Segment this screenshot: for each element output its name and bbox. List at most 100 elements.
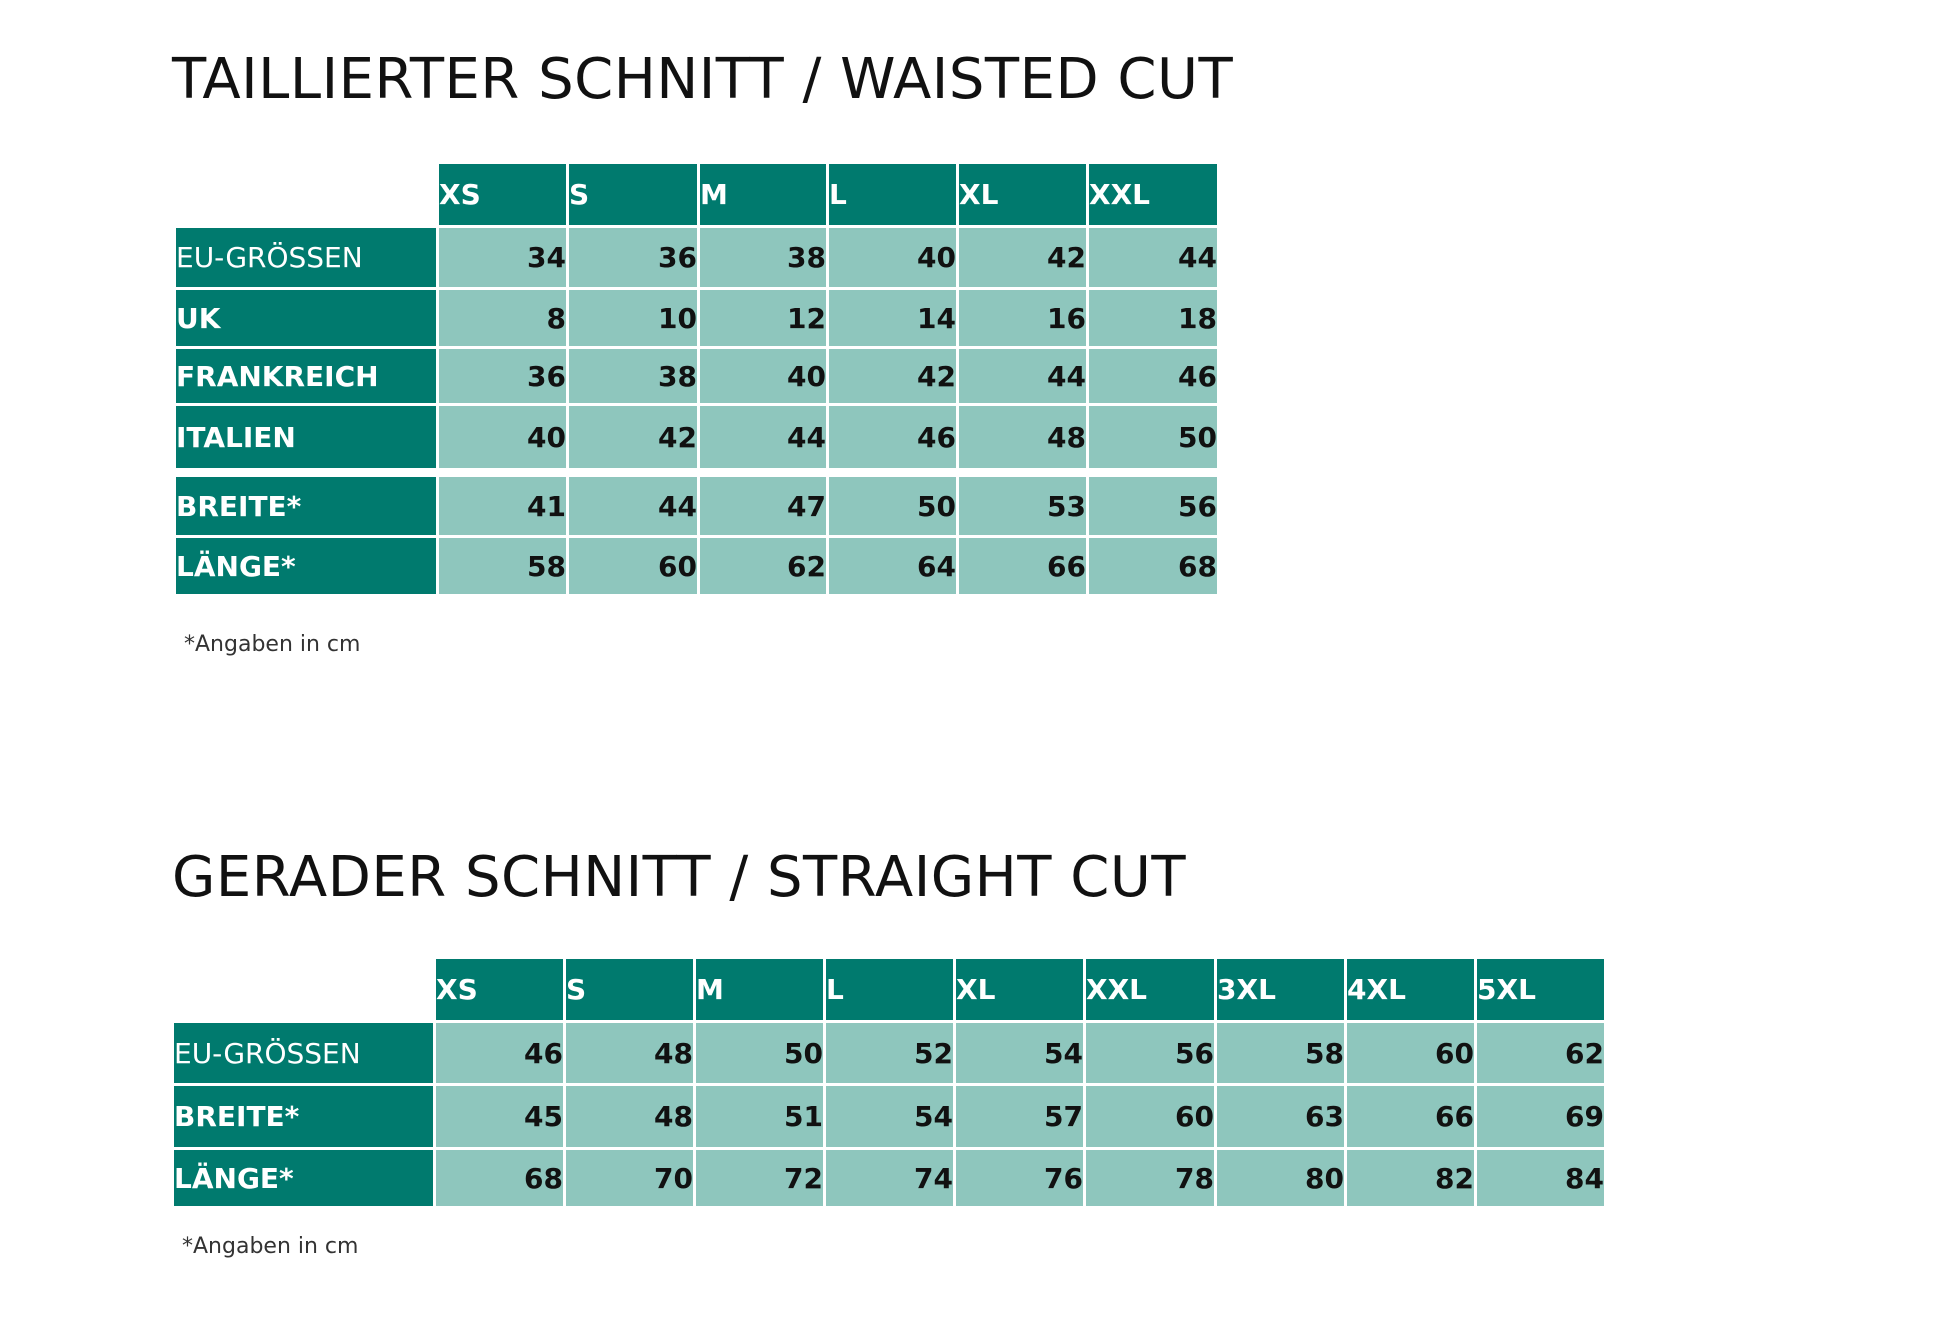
table-row: EU-GRÖSSEN 46 48 50 52 54 56 58 60 62 [174, 1023, 1604, 1083]
table-cell: 60 [1086, 1086, 1214, 1147]
table-cell: 68 [436, 1150, 563, 1206]
table-cell: 36 [439, 349, 566, 403]
table-row: UK 8 10 12 14 16 18 [176, 290, 1217, 346]
size-header-s: S [566, 959, 693, 1020]
table-cell: 50 [1089, 406, 1217, 468]
table-cell: 78 [1086, 1150, 1214, 1206]
table-cell: 46 [436, 1023, 563, 1083]
size-header-xs: XS [436, 959, 563, 1020]
straight-size-table: XS S M L XL XXL 3XL 4XL 5XL EU-GRÖSSEN 4… [171, 956, 1607, 1209]
table-cell: 63 [1217, 1086, 1344, 1147]
table-cell: 44 [959, 349, 1086, 403]
row-label-laenge: LÄNGE* [174, 1150, 433, 1206]
table-cell: 70 [566, 1150, 693, 1206]
size-header-m: M [700, 164, 826, 225]
size-header-xl: XL [956, 959, 1083, 1020]
table-cell: 58 [1217, 1023, 1344, 1083]
table-cell: 14 [829, 290, 956, 346]
table-cell: 44 [569, 477, 697, 535]
row-label-frankreich: FRANKREICH [176, 349, 436, 403]
table-row: LÄNGE* 58 60 62 64 66 68 [176, 538, 1217, 594]
straight-cut-title: GERADER SCHNITT / STRAIGHT CUT [172, 845, 1187, 910]
table-cell: 52 [826, 1023, 953, 1083]
table-cell: 76 [956, 1150, 1083, 1206]
table-cell: 60 [569, 538, 697, 594]
table-cell: 53 [959, 477, 1086, 535]
table-cell: 50 [696, 1023, 823, 1083]
table-cell: 72 [696, 1150, 823, 1206]
size-header-3xl: 3XL [1217, 959, 1344, 1020]
table-cell: 56 [1086, 1023, 1214, 1083]
table-cell: 66 [959, 538, 1086, 594]
table-cell: 18 [1089, 290, 1217, 346]
table-row: ITALIEN 40 42 44 46 48 50 [176, 406, 1217, 468]
size-header-xxl: XXL [1089, 164, 1217, 225]
size-header-s: S [569, 164, 697, 225]
table-cell: 46 [1089, 349, 1217, 403]
row-label-eu-groessen: EU-GRÖSSEN [176, 228, 436, 287]
waisted-header-row: XS S M L XL XXL [176, 164, 1217, 225]
row-label-italien: ITALIEN [176, 406, 436, 468]
table-cell: 38 [569, 349, 697, 403]
table-cell: 56 [1089, 477, 1217, 535]
table-cell: 64 [829, 538, 956, 594]
table-cell: 84 [1477, 1150, 1604, 1206]
table-cell: 42 [829, 349, 956, 403]
table-corner [176, 164, 436, 225]
row-label-uk: UK [176, 290, 436, 346]
table-gap [176, 471, 1217, 474]
table-cell: 44 [700, 406, 826, 468]
table-cell: 80 [1217, 1150, 1344, 1206]
table-cell: 47 [700, 477, 826, 535]
table-row: LÄNGE* 68 70 72 74 76 78 80 82 84 [174, 1150, 1604, 1206]
size-header-m: M [696, 959, 823, 1020]
table-cell: 66 [1347, 1086, 1474, 1147]
size-header-4xl: 4XL [1347, 959, 1474, 1020]
waisted-size-table: XS S M L XL XXL EU-GRÖSSEN 34 36 38 40 4… [173, 161, 1220, 597]
table-cell: 38 [700, 228, 826, 287]
table-cell: 50 [829, 477, 956, 535]
size-header-l: L [826, 959, 953, 1020]
table-cell: 58 [439, 538, 566, 594]
table-row: BREITE* 41 44 47 50 53 56 [176, 477, 1217, 535]
table-cell: 68 [1089, 538, 1217, 594]
waisted-cut-title: TAILLIERTER SCHNITT / WAISTED CUT [172, 47, 1234, 112]
table-cell: 10 [569, 290, 697, 346]
size-header-xs: XS [439, 164, 566, 225]
table-cell: 8 [439, 290, 566, 346]
table-cell: 40 [829, 228, 956, 287]
table-cell: 45 [436, 1086, 563, 1147]
table-cell: 54 [956, 1023, 1083, 1083]
table-cell: 48 [959, 406, 1086, 468]
table-cell: 48 [566, 1086, 693, 1147]
size-header-l: L [829, 164, 956, 225]
table-cell: 69 [1477, 1086, 1604, 1147]
table-cell: 40 [700, 349, 826, 403]
row-label-breite: BREITE* [174, 1086, 433, 1147]
size-header-xl: XL [959, 164, 1086, 225]
table-cell: 34 [439, 228, 566, 287]
size-header-5xl: 5XL [1477, 959, 1604, 1020]
table-row: BREITE* 45 48 51 54 57 60 63 66 69 [174, 1086, 1604, 1147]
row-label-breite: BREITE* [176, 477, 436, 535]
table-cell: 62 [1477, 1023, 1604, 1083]
table-cell: 60 [1347, 1023, 1474, 1083]
table-cell: 16 [959, 290, 1086, 346]
table-corner [174, 959, 433, 1020]
table-cell: 46 [829, 406, 956, 468]
table-cell: 42 [569, 406, 697, 468]
table-cell: 12 [700, 290, 826, 346]
table-row: FRANKREICH 36 38 40 42 44 46 [176, 349, 1217, 403]
waisted-footnote: *Angaben in cm [184, 632, 361, 657]
row-label-eu-groessen: EU-GRÖSSEN [174, 1023, 433, 1083]
size-header-xxl: XXL [1086, 959, 1214, 1020]
table-cell: 62 [700, 538, 826, 594]
table-cell: 74 [826, 1150, 953, 1206]
row-label-laenge: LÄNGE* [176, 538, 436, 594]
table-cell: 82 [1347, 1150, 1474, 1206]
table-cell: 41 [439, 477, 566, 535]
table-cell: 54 [826, 1086, 953, 1147]
table-cell: 36 [569, 228, 697, 287]
table-cell: 42 [959, 228, 1086, 287]
straight-header-row: XS S M L XL XXL 3XL 4XL 5XL [174, 959, 1604, 1020]
